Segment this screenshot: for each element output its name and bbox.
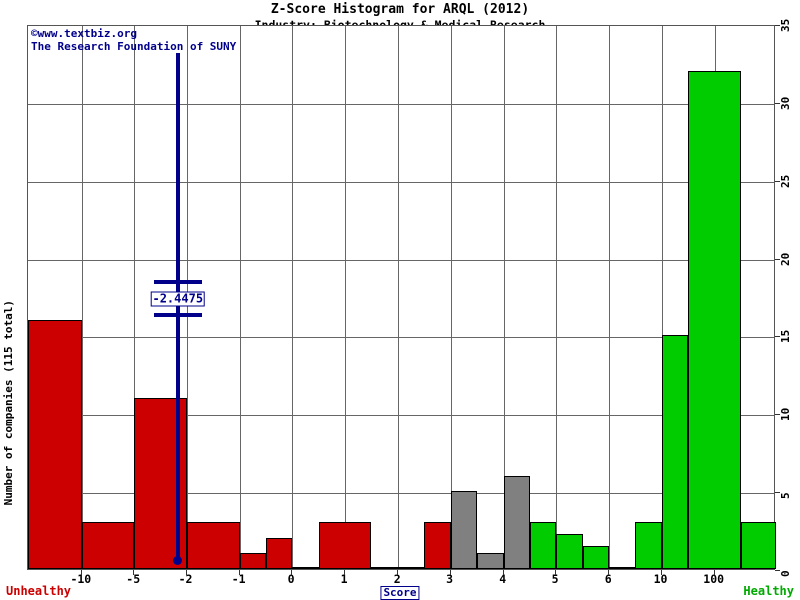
x-axis-tick-mark bbox=[713, 570, 715, 575]
gridline-v bbox=[134, 26, 135, 569]
gridline-v bbox=[187, 26, 188, 569]
x-axis-tick-mark bbox=[555, 570, 557, 575]
x-axis-tick-label: -10 bbox=[70, 572, 92, 586]
y-axis-tick-mark bbox=[775, 492, 780, 494]
histogram-bar bbox=[318, 522, 372, 569]
histogram-bar bbox=[740, 522, 776, 569]
y-axis-tick-mark bbox=[775, 570, 780, 571]
histogram-bar bbox=[503, 475, 530, 569]
gridline-v bbox=[398, 26, 399, 569]
y-axis-tick-mark bbox=[775, 414, 780, 416]
x-axis-tick-mark bbox=[608, 570, 610, 575]
gridline-h bbox=[28, 493, 774, 495]
gridline-v bbox=[82, 26, 83, 569]
y-axis-tick-label: 0 bbox=[779, 570, 792, 577]
histogram-bar bbox=[81, 522, 135, 569]
x-axis-tick-label: 4 bbox=[499, 572, 507, 586]
histogram-bar bbox=[424, 522, 451, 569]
histogram-bar bbox=[398, 567, 425, 569]
watermark: ©www.textbiz.org The Research Foundation… bbox=[31, 27, 236, 53]
x-axis-tick-mark bbox=[291, 570, 293, 575]
x-axis-tick-mark bbox=[502, 570, 504, 575]
x-axis-title: Score bbox=[380, 586, 420, 600]
y-axis-tick-mark bbox=[775, 336, 780, 338]
x-axis-tick-label: 2 bbox=[393, 572, 401, 586]
y-axis-tick-mark bbox=[775, 180, 780, 182]
histogram-bar bbox=[476, 553, 504, 569]
y-axis-tick-mark bbox=[775, 25, 780, 26]
histogram-bar bbox=[28, 319, 82, 569]
watermark-line-1: ©www.textbiz.org bbox=[31, 27, 137, 40]
y-axis-tick-label: 35 bbox=[779, 18, 792, 32]
x-axis-tick-mark bbox=[344, 570, 346, 575]
y-axis-tick-label: 25 bbox=[779, 174, 792, 188]
x-axis-tick-mark bbox=[133, 570, 135, 575]
x-axis-tick-label: 5 bbox=[551, 572, 559, 586]
histogram-bar bbox=[239, 553, 266, 569]
x-axis-tick-label: 6 bbox=[604, 572, 612, 586]
y-axis-tick-label: 15 bbox=[779, 330, 792, 344]
x-axis-tick-mark bbox=[80, 570, 82, 575]
y-axis-tick-mark bbox=[775, 102, 780, 104]
x-axis-tick-label: -5 bbox=[126, 572, 141, 586]
gridline-h bbox=[28, 103, 774, 105]
x-axis-tick-label: -1 bbox=[231, 572, 246, 586]
healthy-label: Healthy bbox=[743, 584, 794, 598]
histogram-bar bbox=[583, 545, 610, 569]
gridline-v bbox=[556, 26, 557, 569]
x-axis-tick-label: 0 bbox=[287, 572, 295, 586]
y-axis-tick-label: 5 bbox=[779, 492, 792, 500]
histogram-bar bbox=[609, 566, 636, 569]
histogram-bar bbox=[371, 567, 399, 569]
gridline-v bbox=[345, 26, 346, 569]
histogram-bar bbox=[661, 335, 689, 569]
histogram-bar bbox=[529, 522, 557, 569]
gridline-v bbox=[504, 26, 505, 569]
gridline-h bbox=[28, 415, 774, 417]
y-axis-tick-label: 20 bbox=[779, 252, 792, 266]
chart-title: Z-Score Histogram for ARQL (2012) bbox=[270, 2, 530, 17]
y-axis-title: Number of companies (115 total) bbox=[2, 300, 15, 506]
y-axis-tick-label: 10 bbox=[779, 408, 792, 422]
gridline-h bbox=[28, 181, 774, 183]
x-axis-tick-label: 1 bbox=[340, 572, 348, 586]
x-axis-tick-mark bbox=[185, 570, 187, 575]
histogram-bar bbox=[556, 533, 583, 569]
watermark-line-2: The Research Foundation of SUNY bbox=[31, 40, 237, 53]
plot-area bbox=[27, 25, 776, 570]
histogram-bar bbox=[134, 397, 187, 569]
x-axis-tick-mark bbox=[449, 570, 451, 575]
histogram-bar bbox=[265, 537, 293, 569]
x-axis-tick-label: 10 bbox=[653, 572, 668, 586]
y-axis-tick-label: 30 bbox=[779, 96, 792, 110]
histogram-bar bbox=[450, 491, 477, 569]
x-axis-tick-mark bbox=[238, 570, 240, 575]
gridline-v bbox=[240, 26, 241, 569]
histogram-bar bbox=[292, 567, 319, 569]
unhealthy-label: Unhealthy bbox=[6, 584, 72, 598]
gridline-h bbox=[28, 337, 774, 339]
x-axis-tick-label: 3 bbox=[446, 572, 454, 586]
gridline-v bbox=[662, 26, 663, 569]
x-axis-tick-label: 100 bbox=[703, 572, 725, 586]
gridline-v bbox=[292, 26, 293, 569]
x-axis-tick-label: -2 bbox=[178, 572, 193, 586]
histogram-bar bbox=[186, 522, 240, 569]
x-axis-tick-mark bbox=[397, 570, 399, 575]
x-axis-tick-mark bbox=[660, 570, 662, 575]
gridline-v bbox=[609, 26, 610, 569]
histogram-bar bbox=[688, 70, 741, 569]
y-axis-tick-mark bbox=[775, 258, 780, 260]
gridline-h bbox=[28, 259, 774, 261]
gridline-v bbox=[451, 26, 452, 569]
histogram-bar bbox=[635, 522, 662, 569]
